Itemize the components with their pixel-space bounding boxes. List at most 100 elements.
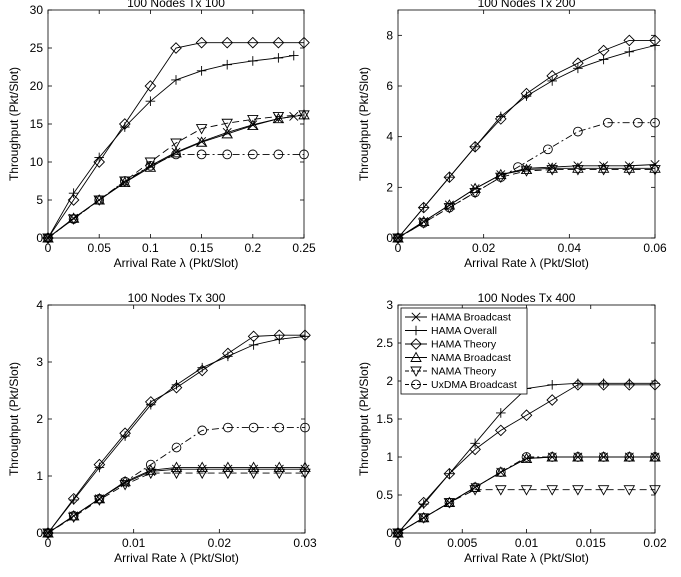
x-tick-label: 0.02 <box>208 536 232 550</box>
data-point <box>495 168 507 180</box>
data-point <box>572 57 584 70</box>
x-tick-label: 0.01 <box>122 536 146 550</box>
data-point <box>572 485 584 496</box>
data-point <box>603 117 613 128</box>
data-point <box>649 378 661 391</box>
data-point <box>520 163 533 175</box>
x-tick-label: 0.015 <box>576 536 606 550</box>
data-point <box>298 36 310 49</box>
series-line <box>47 114 305 239</box>
data-point <box>546 165 558 176</box>
data-point <box>520 87 533 100</box>
y-tick-label: 15 <box>30 117 44 131</box>
data-point <box>649 34 661 47</box>
data-point <box>494 113 507 125</box>
data-point <box>470 482 480 493</box>
data-point <box>68 214 79 224</box>
y-axis-label: Throughput (Pkt/Slot) <box>357 67 371 181</box>
data-point <box>274 334 285 344</box>
legend-box <box>400 307 528 395</box>
y-tick-label: 2 <box>386 374 393 388</box>
data-point <box>650 117 660 128</box>
data-point <box>494 424 507 437</box>
y-tick-label: 6 <box>386 79 393 93</box>
y-tick-label: 1 <box>36 469 43 483</box>
data-point <box>195 136 208 147</box>
series-line <box>397 167 655 239</box>
x-tick-label: 0.06 <box>643 241 667 255</box>
data-point <box>597 378 610 391</box>
data-point <box>170 42 182 54</box>
data-point <box>546 162 558 173</box>
plot-area <box>47 304 306 534</box>
data-point <box>597 44 610 57</box>
data-point <box>272 112 285 124</box>
series-line <box>47 42 304 239</box>
chart-panel-4: 0 0.005 0.01 0.015 0.02 0 0.5 1 1.5 2 2.5 3 100 Node… <box>357 291 667 565</box>
series-line <box>47 427 305 534</box>
y-tick-label: 0.5 <box>376 488 393 502</box>
series-line <box>397 39 655 239</box>
x-tick-label: 0.1 <box>142 241 159 255</box>
data-point <box>170 468 183 480</box>
y-tick-label: 1.5 <box>376 412 393 426</box>
x-tick-label: 0.005 <box>447 536 477 550</box>
data-point <box>171 75 181 85</box>
data-point <box>623 485 636 496</box>
data-point <box>623 165 636 176</box>
legend-marker <box>411 379 421 390</box>
data-point <box>393 233 403 243</box>
series-line <box>47 114 305 239</box>
data-point <box>221 36 234 49</box>
data-point <box>195 124 208 135</box>
data-point <box>547 380 557 390</box>
legend-entry: HAMA Overall <box>405 325 497 337</box>
x-tick-label: 0.01 <box>515 536 539 550</box>
data-point <box>144 80 157 92</box>
data-point <box>520 166 533 177</box>
data-point <box>247 468 260 480</box>
series-circle <box>393 117 660 243</box>
y-tick-label: 8 <box>386 28 393 42</box>
series-circle <box>43 149 309 243</box>
data-point <box>120 476 130 487</box>
chart-panel-2: 0 0.02 0.04 0.06 0 2 4 6 8 100 Nodes Tx 200 Arriva… <box>357 0 667 270</box>
x-axis-label: Arrival Rate λ (Pkt/Slot) <box>114 256 239 270</box>
data-point <box>171 149 181 160</box>
data-point <box>547 452 558 462</box>
legend-label: HAMA Broadcast <box>431 312 511 324</box>
chart-title: 100 Nodes Tx 200 <box>478 0 576 10</box>
x-tick-label: 0 <box>395 536 402 550</box>
data-point <box>222 468 234 480</box>
data-point <box>597 165 610 176</box>
data-point <box>247 114 259 126</box>
data-point <box>273 53 284 63</box>
legend-label: HAMA Overall <box>431 325 497 337</box>
legend-marker <box>411 325 421 336</box>
data-point <box>222 149 233 160</box>
data-point <box>469 443 481 456</box>
data-point <box>67 212 80 223</box>
x-tick-label: 0.02 <box>472 241 496 255</box>
data-point <box>546 485 558 496</box>
series-line <box>47 334 305 534</box>
data-point <box>196 468 208 480</box>
x-tick-label: 0.2 <box>244 241 261 255</box>
data-point <box>546 70 559 82</box>
data-point <box>495 172 506 183</box>
legend-label: UxDMA Broadcast <box>431 379 517 391</box>
data-point <box>649 162 661 173</box>
data-point <box>521 452 532 462</box>
data-point <box>496 408 506 418</box>
y-tick-label: 0 <box>386 231 393 245</box>
data-point <box>196 461 208 472</box>
data-point <box>247 119 259 130</box>
legend-label: NAMA Theory <box>431 366 497 378</box>
data-point <box>222 461 234 472</box>
data-point <box>222 347 234 360</box>
data-point <box>221 118 233 130</box>
x-tick-label: 0.25 <box>292 241 316 255</box>
data-point <box>623 378 636 391</box>
series-line <box>397 384 655 534</box>
legend-entry: HAMA Theory <box>405 338 497 351</box>
